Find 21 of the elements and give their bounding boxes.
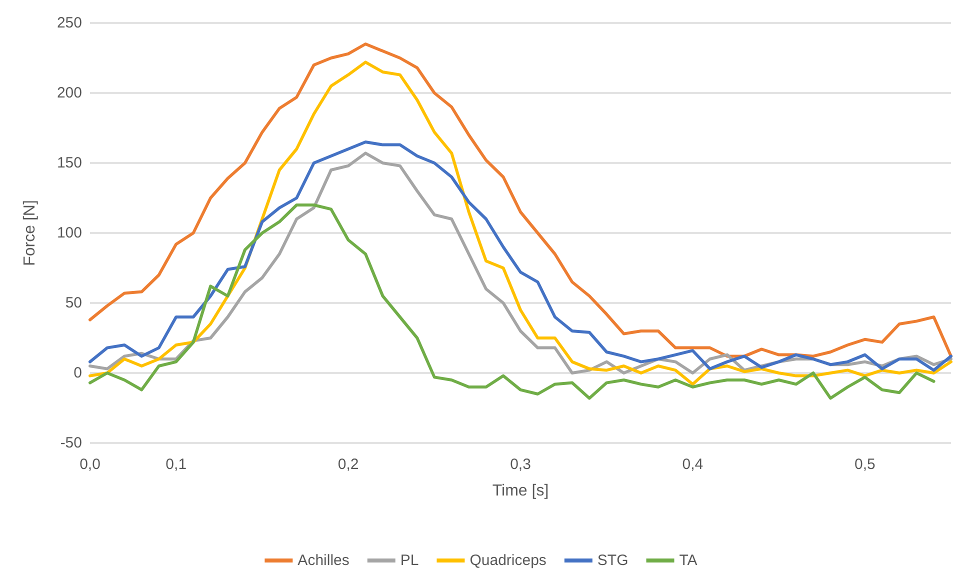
y-tick-label: 0 <box>74 364 82 382</box>
legend-label: TA <box>679 552 698 569</box>
y-tick-label: 50 <box>65 294 82 312</box>
y-tick-label: -50 <box>60 434 82 452</box>
legend-label: PL <box>400 552 419 569</box>
x-tick-label: 0,4 <box>682 456 704 473</box>
y-tick-label: 250 <box>56 14 82 32</box>
legend-label: STG <box>597 552 628 569</box>
y-tick-label: 150 <box>56 154 82 172</box>
x-tick-label: 0,3 <box>510 456 531 473</box>
y-axis-title: Force [N] <box>22 200 38 266</box>
legend-label: Achilles <box>298 552 350 569</box>
x-tick-label: 0,2 <box>338 456 359 473</box>
x-tick-label: 0,5 <box>854 456 876 473</box>
line-series <box>88 204 936 400</box>
y-tick-label: 100 <box>56 224 82 242</box>
x-tick-label: 0,1 <box>166 456 187 473</box>
y-tick-label: 200 <box>56 84 82 102</box>
legend-label: Quadriceps <box>470 552 546 569</box>
x-axis-title: Time [s] <box>492 482 549 500</box>
x-tick-label: 0,0 <box>80 456 100 473</box>
